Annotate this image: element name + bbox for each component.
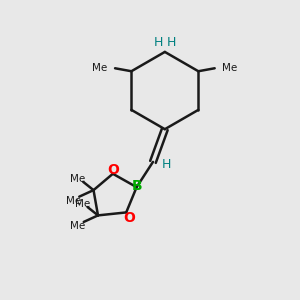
Text: Me: Me	[66, 196, 81, 206]
Text: Me: Me	[92, 63, 108, 73]
Text: H: H	[162, 158, 171, 171]
Text: H: H	[167, 36, 176, 49]
Text: Me: Me	[70, 174, 86, 184]
Text: B: B	[131, 179, 142, 193]
Text: Me: Me	[75, 199, 90, 209]
Text: H: H	[154, 36, 163, 49]
Text: O: O	[107, 163, 119, 177]
Text: O: O	[123, 211, 135, 225]
Text: Me: Me	[222, 63, 237, 73]
Text: Me: Me	[70, 221, 85, 231]
